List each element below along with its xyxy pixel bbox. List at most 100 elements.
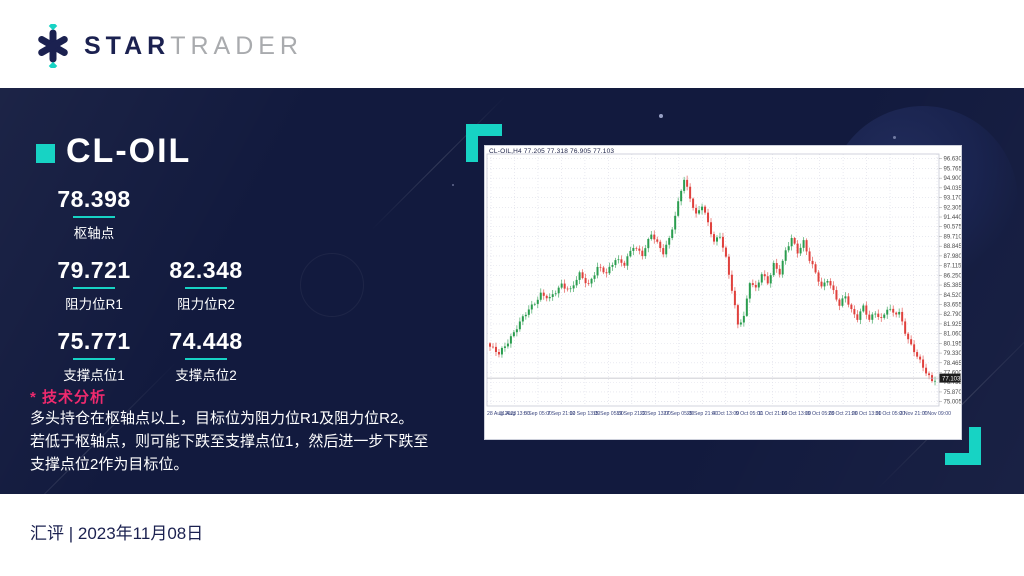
svg-text:15 Sep 05:00: 15 Sep 05:00: [593, 411, 624, 417]
star-asterisk-icon: [33, 21, 73, 71]
svg-text:84.520: 84.520: [944, 293, 962, 299]
price-axis-labels: 96.630 95.765 94.900 94.035 93.170 92.305 91.4…: [939, 157, 963, 406]
svg-text:94.900: 94.900: [944, 176, 962, 182]
resistance-r1-value: 79.721: [57, 257, 131, 283]
resistance-row: 79.721 阻力位R1 82.348 阻力位R2: [38, 257, 262, 313]
dot-decoration: [893, 136, 896, 139]
support-s2-label: 支撑点位2: [175, 368, 237, 383]
instrument-title-row: CL-OIL: [36, 132, 191, 171]
pivot-point-value: 78.398: [57, 186, 131, 212]
support-s1-value: 75.771: [57, 328, 131, 354]
analysis-paragraph: 多头持仓在枢轴点以上，目标位为阻力位R1及阻力位R2。 若低于枢轴点，则可能下跌…: [30, 407, 460, 476]
underline-accent: [73, 358, 115, 360]
resistance-r2-block: 82.348 阻力位R2: [150, 257, 262, 313]
current-price-badge: [939, 373, 961, 383]
corner-bracket-top-left: [466, 124, 502, 162]
svg-text:4 Oct 13:00: 4 Oct 13:00: [712, 411, 739, 417]
svg-text:92.305: 92.305: [944, 205, 962, 211]
underline-accent: [185, 287, 227, 289]
support-s1-block: 75.771 支撑点位1: [38, 328, 150, 384]
svg-text:78.465: 78.465: [944, 361, 962, 367]
svg-text:31 Oct 05:00: 31 Oct 05:00: [875, 411, 905, 417]
brand-trader-text: TRADER: [170, 32, 303, 60]
price-chart-card: 96.630 95.765 94.900 94.035 93.170 92.305 91.4…: [484, 145, 963, 440]
svg-text:5 Sep 05:00: 5 Sep 05:00: [524, 411, 552, 417]
support-s2-block: 74.448 支撑点位2: [150, 328, 262, 384]
svg-text:11 Oct 21:00: 11 Oct 21:00: [758, 411, 787, 417]
svg-text:91.440: 91.440: [944, 215, 962, 221]
underline-accent: [73, 287, 115, 289]
svg-text:76.735: 76.735: [944, 380, 962, 386]
analysis-line-1: 多头持仓在枢轴点以上，目标位为阻力位R1及阻力位R2。: [30, 410, 414, 427]
svg-text:27 Sep 05:00: 27 Sep 05:00: [663, 411, 694, 417]
svg-text:16 Oct 13:00: 16 Oct 13:00: [781, 411, 811, 417]
underline-accent: [73, 216, 115, 218]
svg-text:88.845: 88.845: [944, 244, 962, 250]
support-s1-label: 支撑点位1: [63, 368, 125, 383]
svg-text:75.870: 75.870: [944, 390, 962, 396]
corner-bracket-bottom-right: [945, 427, 981, 465]
svg-text:29 Sep 21:00: 29 Sep 21:00: [687, 411, 718, 417]
page-title: CL-OIL: [66, 132, 192, 170]
pivot-point-block: 78.398 枢轴点: [38, 186, 150, 242]
resistance-r1-label: 阻力位R1: [65, 297, 123, 312]
chart-grid: [486, 153, 940, 407]
svg-text:77.600: 77.600: [944, 371, 962, 377]
svg-text:7 Sep 21:00: 7 Sep 21:00: [547, 411, 575, 417]
dot-decoration: [659, 114, 663, 118]
dot-decoration: [452, 184, 454, 186]
title-accent-square: [36, 144, 55, 163]
svg-text:23 Oct 21:00: 23 Oct 21:00: [828, 411, 858, 417]
svg-text:87.980: 87.980: [944, 254, 962, 260]
svg-text:19 Sep 21:00: 19 Sep 21:00: [616, 411, 647, 417]
svg-text:7 Nov 09:00: 7 Nov 09:00: [923, 411, 951, 417]
brand-star-text: STAR: [84, 32, 171, 60]
pivot-row: 78.398 枢轴点: [38, 186, 262, 242]
svg-text:85.385: 85.385: [944, 283, 962, 289]
svg-text:89.710: 89.710: [944, 234, 962, 240]
svg-text:96.630: 96.630: [944, 157, 962, 163]
svg-text:79.330: 79.330: [944, 351, 962, 357]
brand-wordmark: STARTRADER: [84, 24, 303, 68]
svg-text:2 Nov 21:00: 2 Nov 21:00: [900, 411, 928, 417]
svg-text:31 Aug 13:00: 31 Aug 13:00: [499, 411, 530, 417]
footer-date: 汇评 | 2023年11月08日: [30, 524, 204, 543]
pivot-point-label: 枢轴点: [73, 226, 115, 241]
main-panel: CL-OIL 78.398 枢轴点 79.721 阻力位R1 82.348: [0, 88, 1024, 494]
brand-logo: STARTRADER: [33, 21, 303, 71]
svg-text:83.655: 83.655: [944, 302, 962, 308]
underline-accent: [185, 358, 227, 360]
svg-text:80.195: 80.195: [944, 341, 962, 347]
candlestick-chart: 96.630 95.765 94.900 94.035 93.170 92.305 91.4…: [486, 153, 963, 417]
svg-text:81.925: 81.925: [944, 322, 962, 328]
svg-text:26 Oct 13:00: 26 Oct 13:00: [852, 411, 882, 417]
svg-text:93.170: 93.170: [944, 196, 962, 202]
svg-text:19 Oct 05:00: 19 Oct 05:00: [805, 411, 835, 417]
support-s2-value: 74.448: [169, 328, 243, 354]
analysis-heading: * 技术分析: [30, 389, 107, 406]
svg-text:95.765: 95.765: [944, 166, 962, 172]
ring-decoration: [300, 253, 364, 317]
resistance-r1-block: 79.721 阻力位R1: [38, 257, 150, 313]
svg-text:82.790: 82.790: [944, 312, 962, 318]
svg-text:94.035: 94.035: [944, 186, 962, 192]
header: STARTRADER: [0, 0, 1024, 88]
svg-text:81.060: 81.060: [944, 332, 962, 338]
analysis-line-2: 若低于枢轴点，则可能下跌至支撑点位1，然后进一步下跌至: [30, 433, 429, 450]
pivot-levels: 78.398 枢轴点 79.721 阻力位R1 82.348 阻力位R2: [38, 186, 262, 399]
svg-text:87.115: 87.115: [944, 264, 962, 270]
current-price-badge-text: 77.103: [942, 376, 961, 382]
resistance-r2-value: 82.348: [169, 257, 243, 283]
svg-text:9 Oct 05:00: 9 Oct 05:00: [736, 411, 763, 417]
svg-text:90.575: 90.575: [944, 225, 962, 231]
svg-text:75.005: 75.005: [944, 400, 962, 406]
svg-text:12 Sep 13:00: 12 Sep 13:00: [569, 411, 600, 417]
support-row: 75.771 支撑点位1 74.448 支撑点位2: [38, 328, 262, 384]
resistance-r2-label: 阻力位R2: [177, 297, 235, 312]
svg-text:86.250: 86.250: [944, 273, 962, 279]
analysis-line-3: 支撑点位2作为目标位。: [30, 456, 189, 473]
chart-symbol-title: CL-OIL,H4 77.205 77.318 76.905 77.103: [489, 148, 615, 155]
svg-text:28 Aug 2023: 28 Aug 2023: [487, 411, 516, 417]
